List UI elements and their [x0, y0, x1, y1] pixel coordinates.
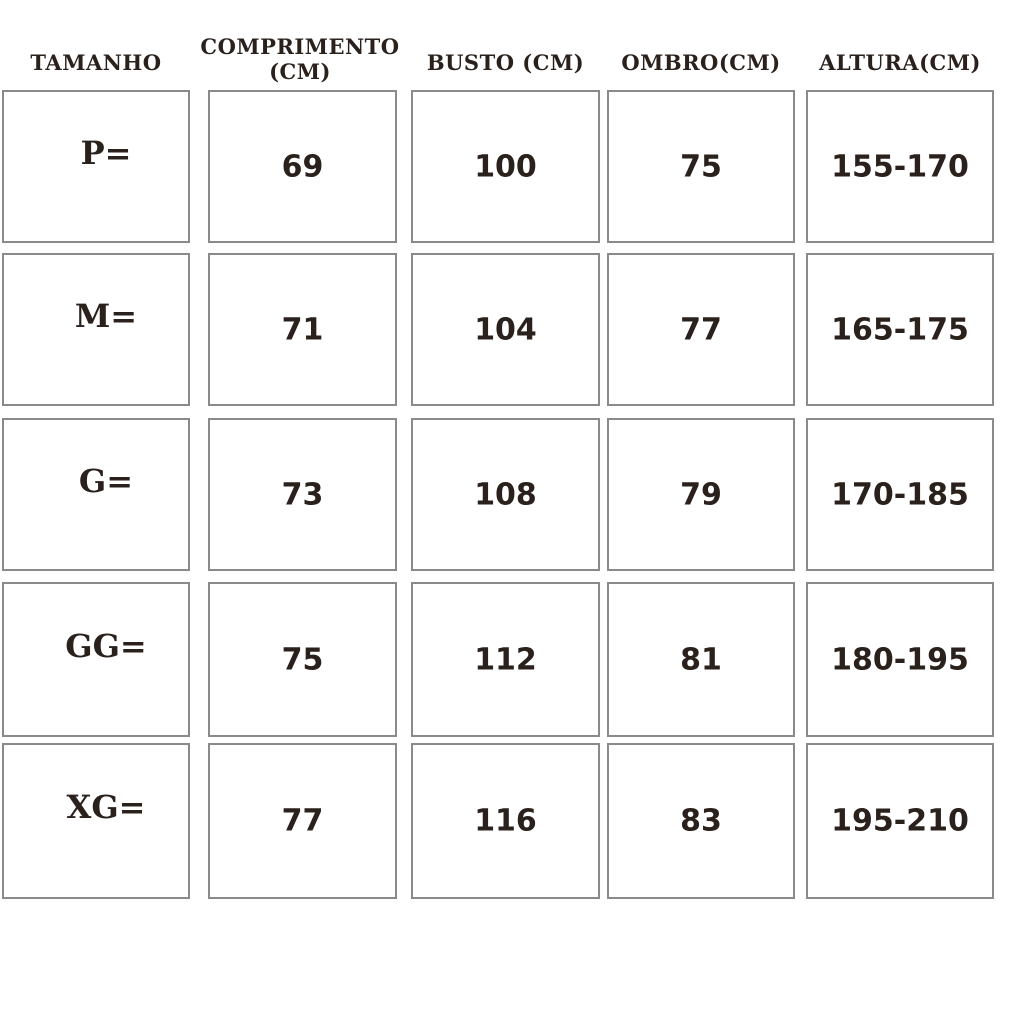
- measurement-value: 170-185: [831, 477, 969, 512]
- table-cell-busto: 112: [411, 582, 600, 737]
- table-cell-comprimento: 69: [208, 90, 397, 243]
- measurement-value: 83: [680, 803, 722, 839]
- table-cell-busto: 116: [411, 743, 600, 899]
- table-cell-comprimento: 71: [208, 253, 397, 406]
- measurement-value: 108: [474, 477, 537, 512]
- measurement-value: 71: [281, 312, 324, 347]
- table-cell-size: P=: [2, 90, 190, 243]
- measurement-value: 195-210: [831, 803, 969, 839]
- table-cell-size: GG=: [2, 582, 190, 737]
- header-altura: ALTURA(CM): [819, 50, 981, 75]
- measurement-value: 79: [680, 477, 722, 512]
- table-cell-busto: 108: [411, 418, 600, 571]
- measurement-value: 180-195: [831, 642, 969, 677]
- size-label: GG=: [65, 626, 147, 665]
- measurement-value: 69: [281, 149, 324, 184]
- measurement-value: 77: [281, 803, 324, 839]
- measurement-value: 155-170: [831, 149, 969, 184]
- table-cell-busto: 100: [411, 90, 600, 243]
- table-cell-altura: 155-170: [806, 90, 994, 243]
- measurement-value: 116: [474, 803, 537, 839]
- measurement-value: 75: [281, 642, 324, 677]
- measurement-value: 104: [474, 312, 537, 347]
- table-cell-ombro: 77: [607, 253, 795, 406]
- measurement-value: 77: [680, 312, 722, 347]
- table-cell-altura: 165-175: [806, 253, 994, 406]
- table-cell-altura: 195-210: [806, 743, 994, 899]
- size-label: M=: [74, 296, 138, 335]
- size-label: G=: [78, 461, 134, 500]
- header-tamanho: TAMANHO: [30, 50, 162, 75]
- size-label: XG=: [66, 788, 146, 826]
- measurement-value: 75: [680, 149, 722, 184]
- table-cell-comprimento: 73: [208, 418, 397, 571]
- measurement-value: 81: [680, 642, 722, 677]
- table-cell-ombro: 83: [607, 743, 795, 899]
- table-cell-altura: 170-185: [806, 418, 994, 571]
- table-cell-comprimento: 77: [208, 743, 397, 899]
- table-cell-size: G=: [2, 418, 190, 571]
- measurement-value: 112: [474, 642, 537, 677]
- table-cell-size: M=: [2, 253, 190, 406]
- measurement-value: 100: [474, 149, 537, 184]
- header-busto: BUSTO (CM): [426, 50, 585, 75]
- size-label: P=: [80, 133, 132, 172]
- table-cell-ombro: 81: [607, 582, 795, 737]
- table-cell-altura: 180-195: [806, 582, 994, 737]
- table-cell-comprimento: 75: [208, 582, 397, 737]
- table-cell-busto: 104: [411, 253, 600, 406]
- measurement-value: 165-175: [831, 312, 969, 347]
- measurement-value: 73: [281, 477, 324, 512]
- table-cell-ombro: 75: [607, 90, 795, 243]
- header-comprimento: COMPRIMENTO (CM): [200, 34, 400, 84]
- table-cell-ombro: 79: [607, 418, 795, 571]
- header-ombro: OMBRO(CM): [621, 50, 781, 75]
- table-cell-size: XG=: [2, 743, 190, 899]
